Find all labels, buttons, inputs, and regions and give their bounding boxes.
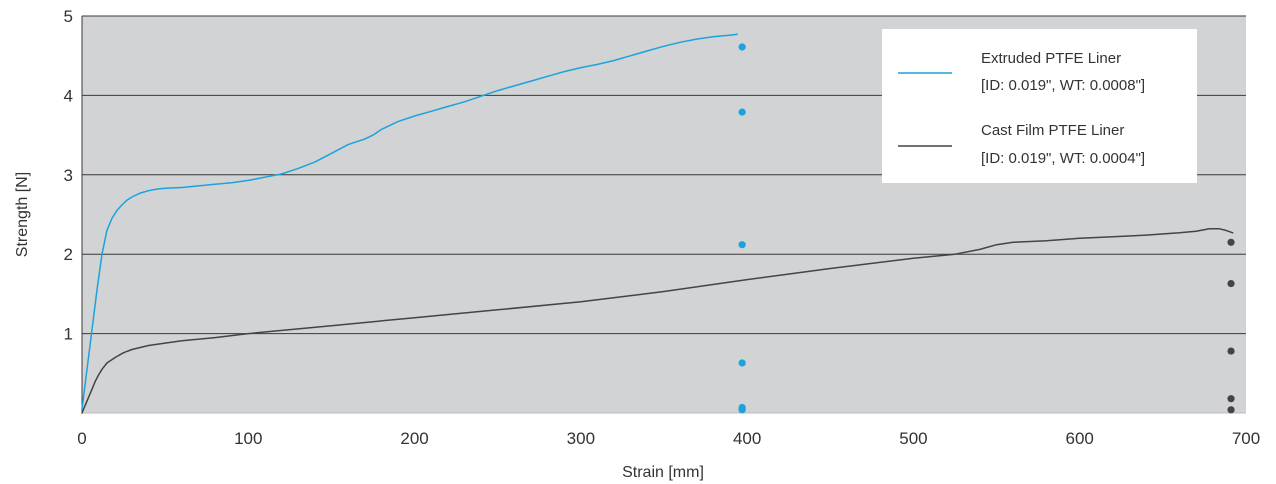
x-tick-label-600: 600: [1066, 429, 1094, 448]
y-tick-label-4: 4: [64, 86, 73, 105]
x-tick-label-400: 400: [733, 429, 761, 448]
x-tick-label-200: 200: [400, 429, 428, 448]
series-lines: [81, 33, 1234, 414]
legend-label-extruded: Extruded PTFE Liner: [981, 50, 1121, 67]
y-tick-label-2: 2: [64, 245, 73, 264]
series-line-cast-film: [81, 228, 1234, 414]
legend-detail-extruded: [ID: 0.019", WT: 0.0008"]: [981, 77, 1145, 94]
y-tick-label-5: 5: [64, 7, 73, 26]
data-point-extruded-1: [738, 108, 746, 116]
data-point-cast-film-3: [1227, 395, 1235, 403]
x-tick-label-500: 500: [899, 429, 927, 448]
data-point-extruded-6: [738, 406, 746, 414]
legend: Extruded PTFE Liner [ID: 0.019", WT: 0.0…: [882, 29, 1197, 183]
data-point-cast-film-2: [1227, 347, 1235, 355]
series-points: [738, 43, 1235, 414]
axis-ticks: 0 100 200 300 400 500 600 700 1 2 3 4 5: [64, 7, 1261, 448]
data-point-cast-film-4: [1227, 406, 1235, 414]
legend-box: [882, 29, 1197, 183]
data-point-cast-film-1: [1227, 279, 1235, 288]
y-tick-label-3: 3: [64, 166, 73, 185]
data-point-extruded-0: [738, 43, 746, 51]
x-axis-title: Strain [mm]: [622, 464, 704, 481]
legend-label-cast-film: Cast Film PTFE Liner: [981, 122, 1124, 139]
data-point-extruded-2: [738, 241, 746, 249]
legend-detail-cast-film: [ID: 0.019", WT: 0.0004"]: [981, 150, 1145, 167]
series-line-extruded: [81, 33, 738, 410]
data-point-cast-film-0: [1227, 238, 1235, 246]
x-tick-label-300: 300: [567, 429, 595, 448]
x-tick-label-100: 100: [234, 429, 262, 448]
x-tick-label-0: 0: [77, 429, 86, 448]
y-axis-title: Strength [N]: [14, 172, 31, 257]
x-tick-label-700: 700: [1232, 429, 1260, 448]
data-point-extruded-3: [738, 359, 746, 367]
y-tick-label-1: 1: [64, 325, 73, 344]
